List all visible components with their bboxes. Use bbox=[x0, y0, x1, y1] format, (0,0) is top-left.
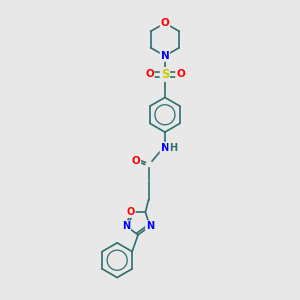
Text: O: O bbox=[145, 70, 154, 80]
Text: O: O bbox=[176, 70, 185, 80]
Text: O: O bbox=[132, 156, 140, 166]
Text: N: N bbox=[146, 221, 154, 231]
Text: S: S bbox=[161, 68, 169, 81]
Text: N: N bbox=[160, 142, 169, 153]
Text: H: H bbox=[169, 142, 177, 153]
Text: O: O bbox=[160, 18, 169, 28]
Text: N: N bbox=[122, 221, 130, 231]
Text: N: N bbox=[160, 51, 169, 61]
Text: O: O bbox=[127, 207, 135, 217]
